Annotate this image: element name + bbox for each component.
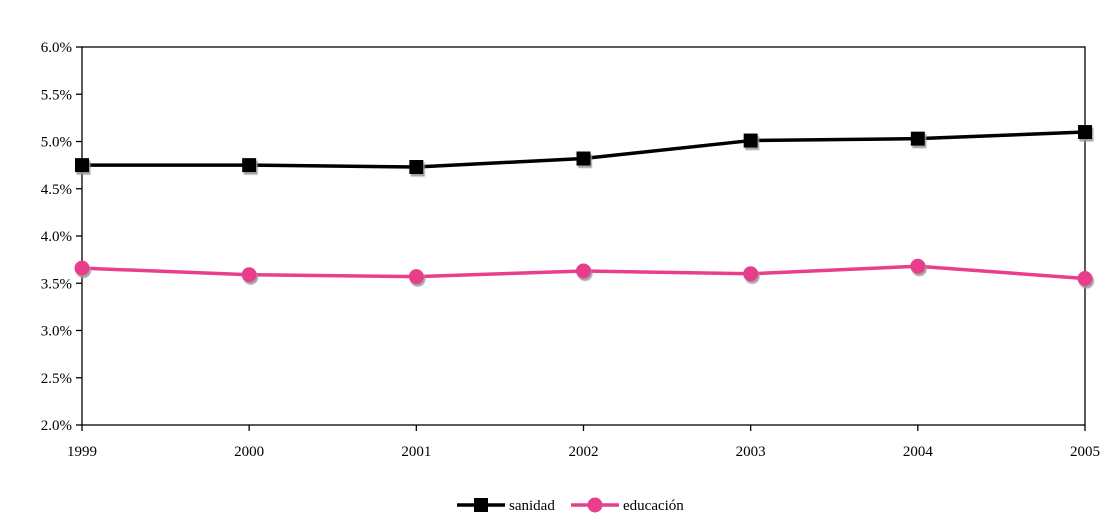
- data-point-educación: [576, 263, 591, 279]
- data-point-sanidad: [743, 133, 758, 148]
- legend-label-educación: educación: [623, 498, 684, 514]
- data-point-educación: [408, 269, 424, 285]
- data-point-sanidad: [242, 158, 257, 173]
- y-tick-label: 3.0%: [41, 324, 72, 340]
- legend-marker-educación: [587, 497, 603, 513]
- data-point-sanidad: [910, 131, 925, 146]
- plot-frame: [81, 46, 1086, 426]
- legend-label-sanidad: sanidad: [509, 498, 555, 514]
- data-point-educación: [910, 258, 926, 274]
- data-point-sanidad: [1078, 125, 1092, 140]
- x-tick-label: 2005: [1070, 444, 1100, 460]
- data-point-educación: [743, 266, 759, 282]
- x-tick-label: 2002: [569, 444, 599, 460]
- y-tick-label: 6.0%: [41, 40, 72, 56]
- data-point-educación: [1077, 271, 1093, 287]
- y-tick-label: 4.0%: [41, 229, 72, 245]
- x-tick-label: 1999: [67, 444, 97, 460]
- legend-marker-sanidad: [474, 498, 488, 512]
- y-tick-label: 2.5%: [41, 371, 72, 387]
- x-tick-label: 2001: [401, 444, 431, 460]
- y-tick-label: 5.5%: [41, 87, 72, 103]
- data-point-sanidad: [75, 158, 89, 173]
- data-point-sanidad: [576, 151, 591, 166]
- data-point-educación: [74, 260, 90, 276]
- y-tick-label: 5.0%: [41, 135, 72, 151]
- y-tick-label: 4.5%: [41, 182, 72, 198]
- data-point-sanidad: [409, 160, 424, 175]
- x-tick-label: 2003: [736, 444, 766, 460]
- x-tick-label: 2004: [903, 444, 934, 460]
- y-tick-label: 2.0%: [41, 418, 72, 434]
- x-tick-label: 2000: [234, 444, 264, 460]
- data-point-educación: [241, 267, 257, 283]
- y-tick-label: 3.5%: [41, 276, 72, 292]
